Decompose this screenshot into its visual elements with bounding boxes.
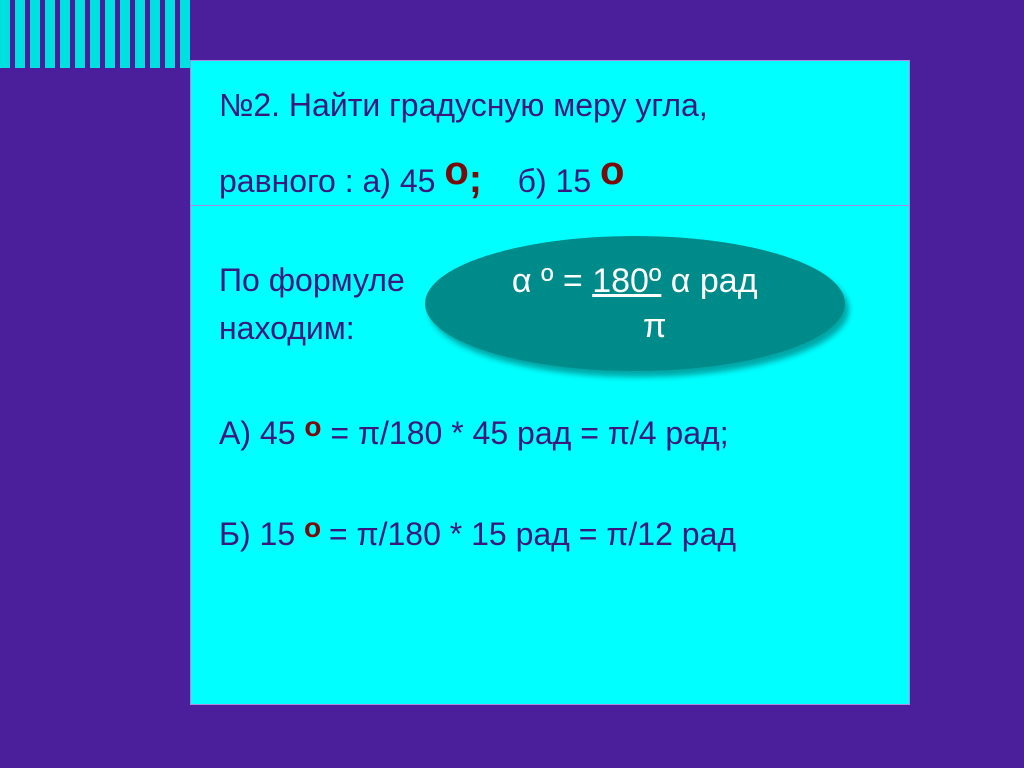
sol-a-degree: о bbox=[304, 411, 321, 442]
degree-symbol-a: о bbox=[444, 149, 468, 193]
sol-b-label: Б) 15 bbox=[219, 516, 304, 552]
intro-line-2: находим: bbox=[219, 304, 405, 352]
formula-tail: α рад bbox=[661, 262, 757, 300]
solution-panel: По формуле находим: α º = 180º α рад π А… bbox=[190, 205, 910, 705]
problem-text-1: Найти градусную меру угла, bbox=[289, 87, 708, 123]
sol-a-label: А) 45 bbox=[219, 415, 304, 451]
problem-number: №2. bbox=[219, 87, 280, 123]
formula-ellipse: α º = 180º α рад π bbox=[425, 236, 845, 371]
decorative-stripes bbox=[0, 0, 190, 68]
sol-a-rest: = π/180 * 45 рад = π/4 рад; bbox=[321, 415, 728, 451]
sol-b-degree: о bbox=[304, 512, 329, 543]
sol-b-rest: = π/180 * 15 рад = π/12 рад bbox=[329, 516, 736, 552]
problem-prefix: равного : а) 45 bbox=[219, 163, 444, 199]
problem-line-1: №2. Найти градусную меру угла, bbox=[219, 81, 881, 129]
solutions-block: А) 45 о = π/180 * 45 рад = π/4 рад; Б) 1… bbox=[219, 411, 881, 553]
intro-text: По формуле находим: bbox=[219, 256, 405, 352]
solution-a: А) 45 о = π/180 * 45 рад = π/4 рад; bbox=[219, 411, 881, 452]
formula-alpha-eq: α º = bbox=[512, 262, 592, 300]
intro-line-1: По формуле bbox=[219, 256, 405, 304]
degree-symbol-b: о bbox=[600, 149, 624, 193]
solution-b: Б) 15 о = π/180 * 15 рад = π/12 рад bbox=[219, 512, 881, 553]
problem-line-2: равного : а) 45 о; б) 15 о bbox=[219, 141, 881, 209]
formula-bottom: π bbox=[643, 304, 666, 348]
solution-header: По формуле находим: α º = 180º α рад π bbox=[219, 236, 881, 371]
semicolon: ; bbox=[469, 157, 482, 201]
problem-between: б) 15 bbox=[482, 163, 600, 199]
formula-top: α º = 180º α рад bbox=[512, 259, 758, 303]
formula-180: 180º bbox=[592, 262, 661, 300]
